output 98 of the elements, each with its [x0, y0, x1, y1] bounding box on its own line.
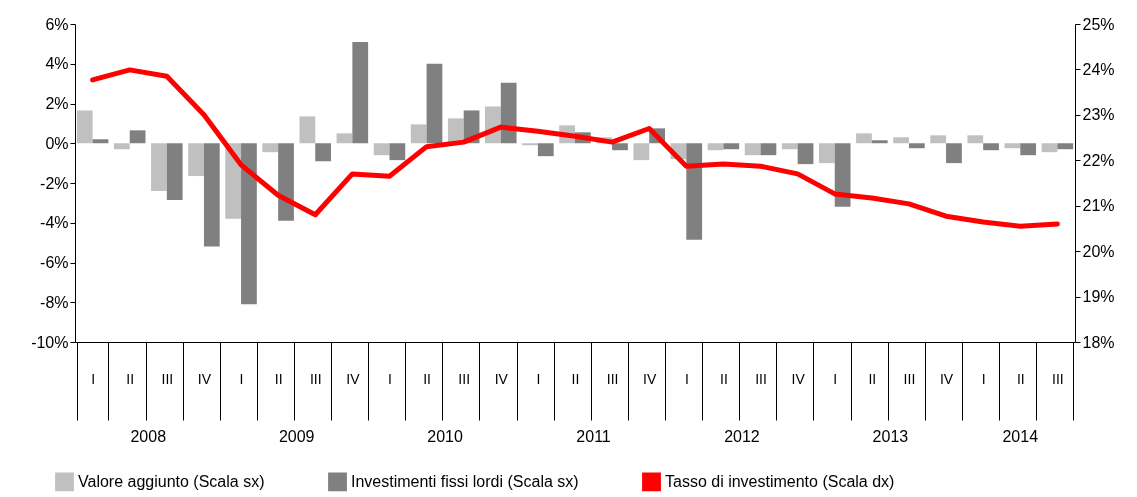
bar	[834, 143, 851, 207]
bar	[113, 143, 130, 150]
y2-tick-label: 23%	[1082, 106, 1115, 124]
x-tick-label: I	[239, 370, 244, 387]
y-tick-label: -6%	[40, 254, 69, 271]
bar	[744, 143, 761, 156]
legend-label: Valore aggiunto (Scala sx)	[78, 472, 265, 490]
x-tick-label: II	[720, 370, 728, 387]
bar	[967, 135, 984, 144]
x-tick-label: I	[536, 370, 541, 387]
y2-tick-label: 25%	[1082, 15, 1115, 33]
x-tick-label: III	[606, 370, 619, 387]
bar	[410, 124, 427, 144]
bar	[1057, 143, 1074, 150]
x-tick-label: III	[755, 370, 767, 387]
bar	[633, 143, 650, 161]
x-tick-label: I	[388, 370, 392, 387]
bar	[1041, 143, 1058, 153]
y-tick-label: 2%	[45, 95, 69, 112]
bar	[151, 143, 167, 191]
text: 2011	[575, 428, 612, 446]
x-tick-label: I	[91, 370, 96, 387]
bar	[818, 143, 835, 164]
x-tick-label: IV	[791, 370, 806, 387]
x-tick-label: I	[684, 370, 689, 387]
bar	[930, 135, 947, 144]
bar	[315, 143, 332, 162]
x-tick-label: III	[161, 370, 174, 387]
bar	[723, 143, 740, 150]
text: 2014	[1001, 428, 1040, 446]
x-tick-label: IV	[939, 370, 954, 387]
y-tick-label: 6%	[45, 15, 69, 33]
x-tick-label: IV	[643, 370, 657, 387]
x-tick-label: II	[423, 370, 431, 387]
text: 2008	[129, 428, 168, 446]
bar	[262, 143, 279, 153]
bar	[500, 82, 517, 144]
bar	[426, 63, 443, 144]
x-tick-label: II	[868, 370, 877, 387]
text: 2009	[277, 428, 316, 446]
bar	[781, 143, 798, 150]
x-tick-label: II	[274, 370, 283, 387]
text: 2010	[426, 428, 464, 446]
bar	[278, 143, 294, 221]
x-tick-label: IV	[494, 370, 509, 387]
bar	[537, 143, 554, 157]
bar	[983, 143, 999, 151]
bar	[373, 143, 390, 156]
y-tick-label: -10%	[31, 333, 69, 351]
text: 2012	[723, 428, 761, 446]
bar	[92, 139, 109, 144]
x-tick-label: IV	[346, 370, 361, 387]
x-tick-label: II	[126, 370, 135, 387]
bar	[612, 143, 628, 151]
x-tick-label: II	[1016, 370, 1025, 387]
x-tick-label: I	[981, 370, 986, 387]
x-tick-label: I	[833, 370, 838, 387]
x-tick-label: II	[571, 370, 580, 387]
bar	[893, 137, 909, 144]
bar	[797, 143, 814, 165]
bar	[241, 143, 257, 305]
bar	[946, 143, 962, 164]
y2-tick-label: 24%	[1082, 60, 1115, 78]
y-tick-label: -8%	[40, 293, 69, 311]
bar	[336, 133, 353, 144]
y2-tick-label: 18%	[1082, 333, 1115, 351]
bar	[760, 143, 777, 156]
y2-tick-label: 22%	[1082, 151, 1115, 169]
bar	[686, 143, 703, 240]
y2-tick-label: 21%	[1082, 197, 1115, 215]
y-tick-label: -4%	[40, 214, 69, 232]
bar	[1004, 143, 1021, 149]
y2-tick-label: 20%	[1082, 242, 1115, 260]
bar	[299, 116, 316, 144]
bar	[1020, 143, 1037, 156]
bar	[389, 143, 406, 161]
text: 2013	[871, 428, 910, 446]
legend-label: Tasso di investimento (Scala dx)	[665, 472, 895, 490]
x-tick-label: III	[903, 370, 916, 387]
x-tick-label: III	[1052, 370, 1064, 387]
bar	[856, 133, 872, 144]
x-tick-label: III	[309, 370, 322, 387]
bar	[166, 143, 183, 200]
bar	[188, 143, 204, 177]
bar	[707, 143, 724, 151]
bar	[908, 143, 925, 149]
bar	[871, 140, 888, 144]
y-tick-label: -2%	[40, 174, 69, 192]
x-tick-label: III	[458, 370, 471, 387]
y-tick-label: 4%	[45, 55, 69, 73]
legend-label: Investimenti fissi lordi (Scala sx)	[351, 472, 579, 490]
bar	[129, 130, 146, 144]
y-tick-label: 0%	[45, 134, 69, 152]
x-tick-label: IV	[197, 370, 212, 387]
bar	[203, 143, 220, 247]
bar	[76, 110, 93, 144]
bar	[352, 41, 369, 144]
y2-tick-label: 19%	[1082, 288, 1115, 306]
